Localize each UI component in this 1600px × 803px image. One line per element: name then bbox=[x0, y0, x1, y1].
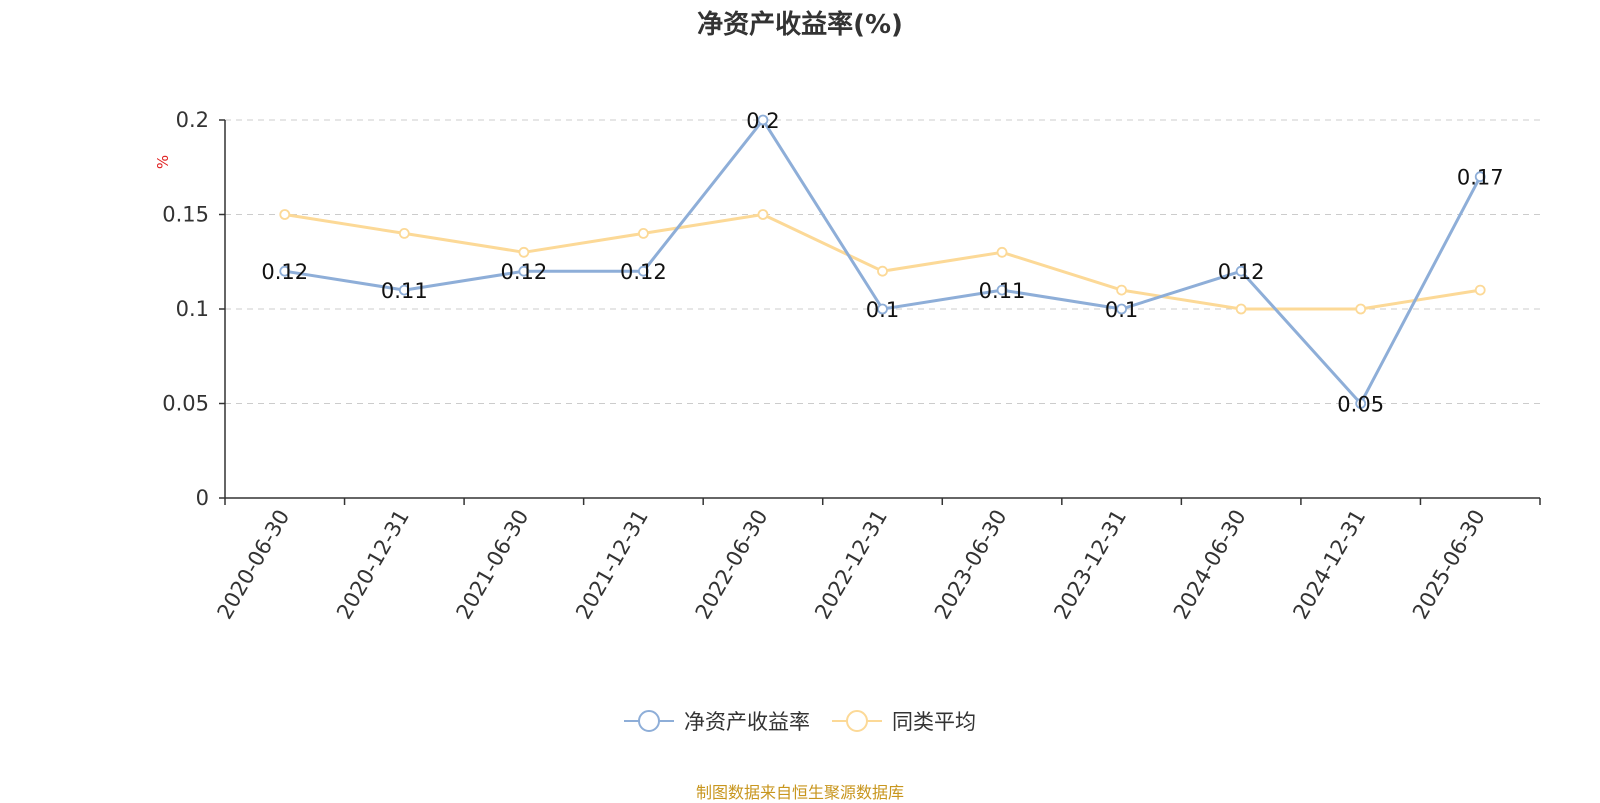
legend-label-series-2: 同类平均 bbox=[892, 710, 976, 734]
data-label: 0.2 bbox=[746, 109, 779, 133]
legend-item-series-2[interactable]: 同类平均 bbox=[832, 706, 976, 736]
data-point-series-2 bbox=[1116, 284, 1127, 296]
data-point-series-1 bbox=[1235, 265, 1247, 277]
x-tick-label: 2025-06-30 bbox=[1408, 506, 1490, 624]
data-point-series-1 bbox=[279, 265, 291, 277]
data-point-series-2 bbox=[1474, 284, 1486, 296]
x-tick-label: 2023-12-31 bbox=[1049, 506, 1131, 624]
data-label: 0.12 bbox=[500, 260, 547, 284]
source-note: 制图数据来自恒生聚源数据库 bbox=[695, 783, 904, 802]
data-point-series-1 bbox=[757, 114, 769, 126]
grid-layer bbox=[225, 119, 1540, 404]
data-point-series-2 bbox=[996, 246, 1008, 258]
series-line-1 bbox=[284, 118, 1482, 405]
x-tick-label: 2023-06-30 bbox=[930, 505, 1012, 623]
legend-marker-series-2 bbox=[832, 710, 882, 732]
axis-layer: 0 0.05 0.1 0.15 0.2% 2020-06-30 2020-12-31 2021… bbox=[154, 108, 1541, 624]
legend-label-series-1: 净资产收益率 bbox=[684, 710, 810, 734]
data-label: 0.12 bbox=[620, 260, 667, 284]
chart-title: 净资产收益率(%) bbox=[697, 10, 903, 40]
data-point-series-2 bbox=[638, 227, 649, 239]
data-point-series-2 bbox=[757, 209, 769, 220]
data-label: 0.17 bbox=[1457, 166, 1504, 190]
legend-marker-series-1 bbox=[624, 710, 674, 732]
data-point-series-2 bbox=[1355, 303, 1367, 315]
y-tick-label: 0.05 bbox=[162, 392, 209, 416]
y-axis-label: % bbox=[154, 155, 172, 169]
data-point-series-1 bbox=[518, 265, 530, 277]
x-tick-label: 2024-12-31 bbox=[1288, 506, 1370, 624]
data-label: 0.05 bbox=[1337, 393, 1384, 417]
data-label: 0.1 bbox=[1105, 298, 1138, 322]
y-tick-label: 0.15 bbox=[162, 203, 209, 227]
data-point-series-2 bbox=[279, 209, 291, 220]
x-tick-label: 2024-06-30 bbox=[1169, 506, 1251, 624]
data-point-series-1 bbox=[398, 284, 410, 296]
data-point-series-2 bbox=[398, 227, 410, 239]
legend: 净资产收益率 同类平均 bbox=[0, 706, 1600, 736]
x-tick-label: 2022-06-30 bbox=[691, 506, 773, 624]
data-point-series-1 bbox=[1116, 303, 1127, 315]
data-label: 0.11 bbox=[979, 279, 1026, 303]
x-tick-label: 2021-06-30 bbox=[452, 506, 534, 624]
series-layer bbox=[279, 114, 1486, 409]
data-point-series-2 bbox=[877, 265, 888, 277]
data-label: 0.12 bbox=[1218, 260, 1265, 284]
x-tick-label: 2020-12-31 bbox=[332, 506, 414, 624]
data-point-series-1 bbox=[1474, 171, 1486, 183]
data-point-series-2 bbox=[1235, 303, 1247, 315]
data-point-series-1 bbox=[877, 303, 888, 315]
y-tick-label: 0 bbox=[196, 486, 209, 510]
legend-item-series-1[interactable]: 净资产收益率 bbox=[624, 706, 810, 736]
data-label-layer: 0.12 0.11 0.12 0.12 0.2 0.1 0.11 0.1 0.12 0.05 0.1… bbox=[261, 109, 1503, 417]
y-tick-label: 0.1 bbox=[176, 297, 209, 321]
x-tick-label: 2022-12-31 bbox=[810, 506, 892, 624]
data-point-series-2 bbox=[518, 246, 530, 258]
x-tick-label: 2020-06-30 bbox=[212, 506, 294, 624]
data-point-series-1 bbox=[996, 284, 1008, 296]
data-point-series-1 bbox=[638, 265, 649, 277]
data-label: 0.11 bbox=[381, 279, 428, 303]
y-tick-label: 0.2 bbox=[176, 108, 209, 132]
data-label: 0.1 bbox=[866, 298, 899, 322]
data-point-series-1 bbox=[1355, 398, 1367, 409]
data-label: 0.12 bbox=[261, 260, 308, 284]
series-line-2 bbox=[284, 213, 1481, 311]
x-tick-label: 2021-12-31 bbox=[571, 506, 653, 624]
